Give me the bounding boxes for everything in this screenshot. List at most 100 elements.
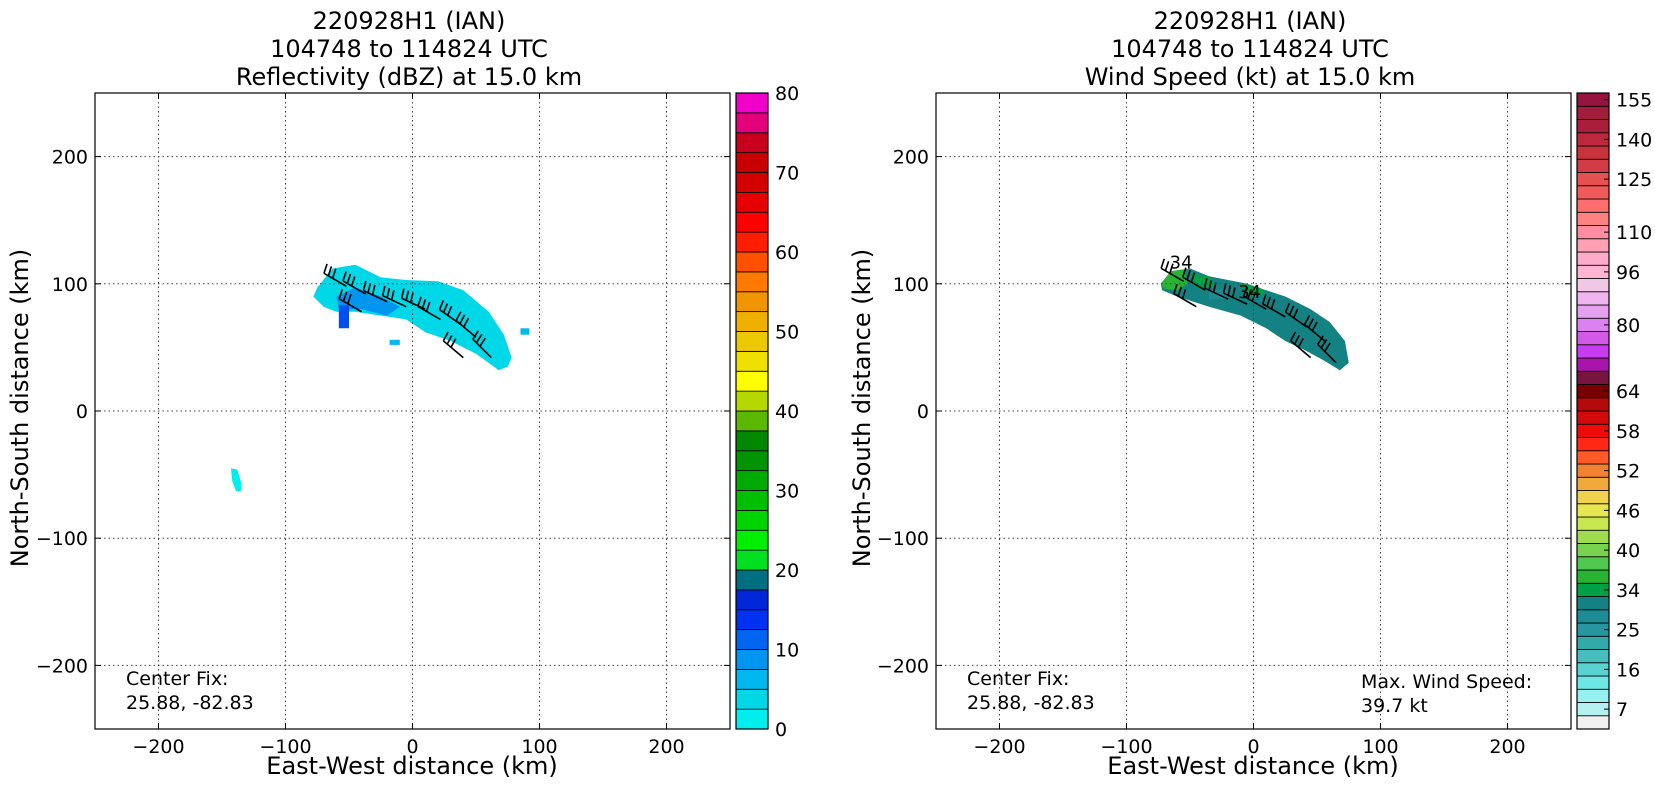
echo-patch — [230, 468, 242, 492]
barb-flag — [446, 305, 453, 316]
barb-flag — [417, 296, 422, 307]
colorbar-segment — [735, 430, 769, 452]
colorbar-segment — [1576, 198, 1610, 213]
plot-background — [95, 93, 730, 729]
y-tick-label: 100 — [893, 274, 929, 296]
barb-flag — [479, 337, 487, 347]
barb-flag — [1320, 339, 1328, 349]
center-fix-value: 25.88, -82.83 — [126, 692, 254, 714]
wind-barb — [472, 330, 492, 359]
wind-barb — [1261, 294, 1286, 318]
barb-flag — [459, 314, 466, 325]
colorbar-segment — [1576, 238, 1610, 253]
barb-flag — [1311, 321, 1318, 332]
colorbar-segment — [1576, 344, 1610, 359]
colorbar-tick-label: 16 — [1616, 659, 1640, 681]
colorbar-segment — [1576, 119, 1610, 134]
barb-flag — [390, 290, 395, 301]
colorbar-segment — [1576, 556, 1610, 571]
x-tick-label: 100 — [1362, 736, 1398, 758]
wind-barb — [442, 331, 464, 359]
colorbar-segment — [735, 609, 769, 631]
y-tick-label: 200 — [893, 147, 929, 169]
colorbar-segment — [735, 311, 769, 332]
barb-flag — [1290, 331, 1297, 342]
colorbar-segment — [735, 549, 769, 571]
x-tick-label: 100 — [521, 736, 557, 758]
barb-flag — [371, 284, 376, 296]
colorbar-segment — [735, 271, 769, 293]
colorbar-segment — [735, 152, 769, 173]
barb-flag — [1186, 269, 1191, 280]
colorbar-segment — [1576, 476, 1610, 491]
colorbar-tick-label: 64 — [1616, 381, 1640, 403]
colorbar-segment — [735, 688, 769, 710]
echo-patch — [520, 328, 530, 335]
colorbar-tick-label: 46 — [1616, 500, 1640, 522]
colorbar-tick-label: 140 — [1616, 129, 1652, 151]
colorbar-segment — [1576, 331, 1610, 346]
plot-area: 34 34 −200 −100 0 100 200 −200 −100 0 100 200 — [877, 92, 1572, 758]
y-axis-label: North-South distance (km) — [6, 249, 34, 568]
colorbar-segment — [735, 350, 769, 372]
barb-flag — [450, 338, 457, 348]
barb-flag — [1284, 302, 1291, 313]
colorbar-tick-label: 96 — [1616, 262, 1640, 284]
title-line-2: 104748 to 114824 UTC — [270, 35, 548, 63]
colorbar-tick-label: 50 — [775, 322, 799, 344]
plot-background — [936, 93, 1571, 729]
barb-flag — [1177, 286, 1183, 297]
colorbar-tick-label: 0 — [775, 719, 787, 741]
colorbar-segment — [735, 390, 769, 412]
barb-flag — [409, 292, 414, 303]
barb-flag — [1270, 299, 1276, 310]
barb-flag — [386, 287, 391, 299]
colorbar-tick-label: 10 — [775, 640, 799, 662]
contour-label: 34 — [1238, 282, 1261, 303]
colorbar-segment — [1576, 649, 1610, 664]
barb-flag — [472, 330, 480, 340]
barb-flag — [463, 317, 470, 328]
colorbar-segment — [1576, 450, 1610, 465]
y-tick-label: −200 — [877, 655, 929, 677]
echo-core — [336, 287, 400, 316]
colorbar-segment — [1576, 145, 1610, 160]
colorbar-segment — [735, 112, 769, 134]
echo-main-band — [1160, 268, 1349, 371]
colorbar-segment — [735, 291, 769, 313]
y-tick-label: −100 — [36, 528, 88, 550]
barb-flag — [338, 289, 344, 300]
barb-flag — [1288, 305, 1295, 316]
colorbar-segment — [735, 370, 769, 392]
colorbar-segment — [1576, 158, 1610, 173]
barb-flag — [446, 334, 453, 345]
colorbar-segment — [1576, 211, 1610, 226]
x-tick-label: 0 — [1247, 736, 1259, 758]
colorbar-segment — [1576, 291, 1610, 306]
wind-barb — [417, 296, 441, 321]
y-tick-label: 200 — [52, 147, 88, 169]
max-wind-label: Max. Wind Speed: — [1361, 671, 1532, 693]
x-tick-label: −100 — [259, 736, 311, 758]
colorbar-segment — [1576, 516, 1610, 531]
contour-label: 34 — [1170, 253, 1193, 274]
colorbar-segment — [1576, 675, 1610, 690]
barb-flag — [475, 333, 483, 344]
barb-flag — [455, 311, 462, 321]
wind-barb — [1160, 258, 1185, 282]
colorbar-tick-label: 34 — [1616, 580, 1640, 602]
colorbar-segment — [1576, 688, 1610, 703]
colorbar-segment — [1576, 185, 1610, 200]
barb-flag — [362, 280, 367, 291]
barb-flag — [1160, 258, 1166, 269]
barb-flag — [346, 273, 352, 284]
x-tick-label: −200 — [132, 736, 184, 758]
plot-area: −200 −100 0 100 200 −200 −100 0 100 200 — [36, 92, 731, 758]
colorbar-segment — [735, 191, 769, 213]
y-axis-label: North-South distance (km) — [848, 249, 876, 568]
colorbar-segment — [1576, 397, 1610, 412]
barb-flag — [381, 285, 386, 296]
title-line-3: Wind Speed (kt) at 15.0 km — [1085, 63, 1416, 91]
colorbar-segment — [1576, 304, 1610, 319]
y-tick-label: −200 — [36, 655, 88, 677]
